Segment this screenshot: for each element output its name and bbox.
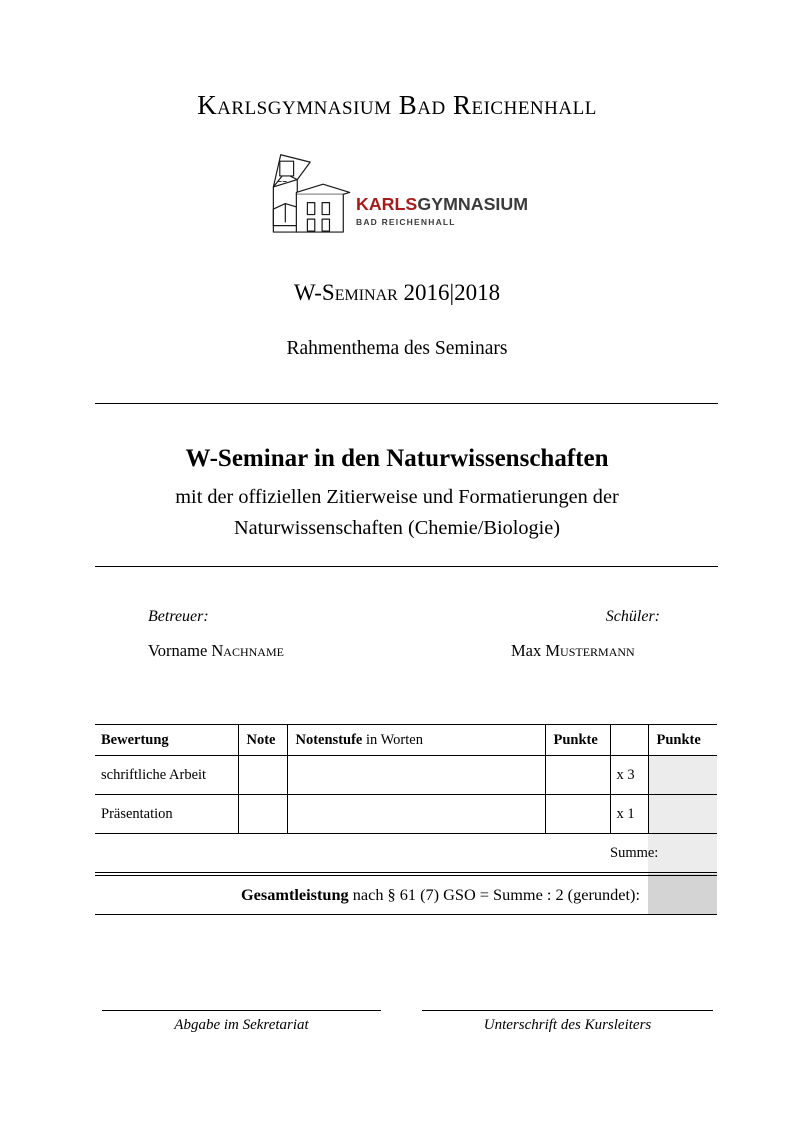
svg-text:GYMNASIUM: GYMNASIUM [417, 194, 528, 214]
svg-text:KARLS: KARLS [356, 194, 417, 214]
svg-text:BAD REICHENHALL: BAD REICHENHALL [356, 217, 456, 227]
